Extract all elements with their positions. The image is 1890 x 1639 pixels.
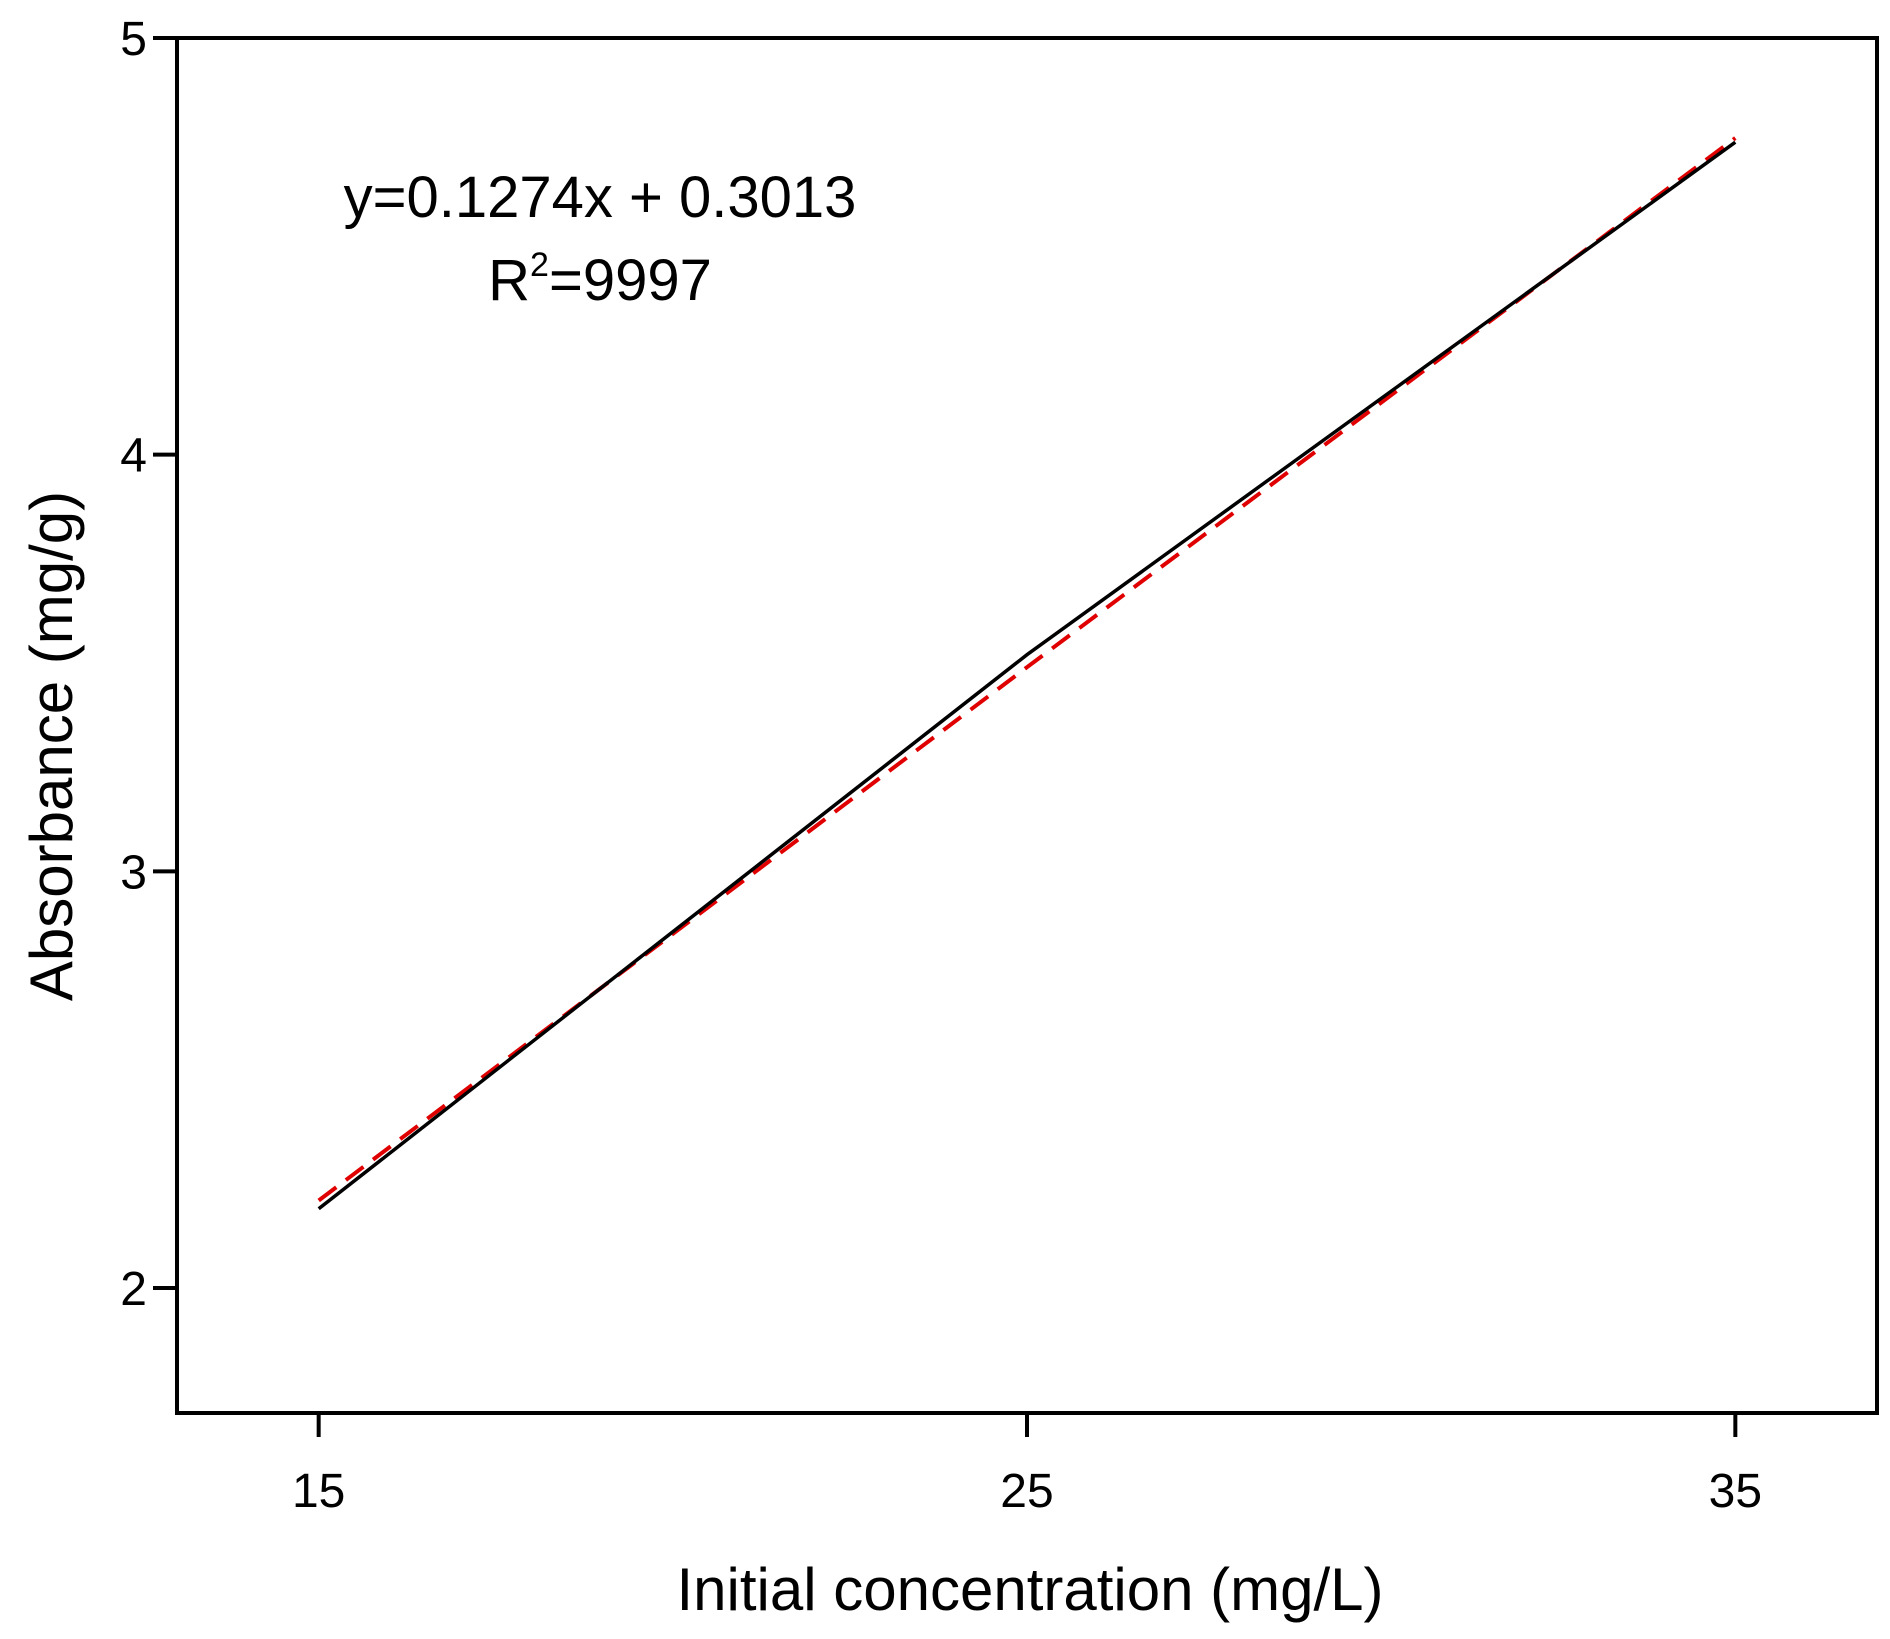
- y-tick-label: 5: [120, 13, 147, 66]
- r-squared-superscript: 2: [530, 246, 549, 284]
- series-layer: [317, 136, 1737, 1211]
- r-squared-value: =9997: [549, 248, 712, 313]
- x-tick-label: 15: [292, 1465, 345, 1518]
- data-line-solid: [317, 140, 1737, 1211]
- x-tick-label: 35: [1709, 1465, 1762, 1518]
- y-tick-label: 2: [120, 1263, 147, 1316]
- x-axis-ticks: 15 25 35: [292, 1413, 1762, 1518]
- y-tick-label: 4: [120, 430, 147, 483]
- r-squared-prefix: R: [488, 248, 530, 313]
- x-axis-title: Initial concentration (mg/L): [677, 1556, 1384, 1623]
- y-axis-title: Absorbance (mg/g): [18, 491, 85, 1001]
- y-axis-ticks: 2 3 4 5: [120, 13, 177, 1316]
- plot-frame: [175, 36, 1879, 1415]
- equation-annotation: y=0.1274x + 0.3013: [344, 165, 857, 230]
- r-squared-annotation: R2=9997: [488, 246, 712, 313]
- x-tick-label: 25: [1000, 1465, 1053, 1518]
- y-tick-label: 3: [120, 846, 147, 899]
